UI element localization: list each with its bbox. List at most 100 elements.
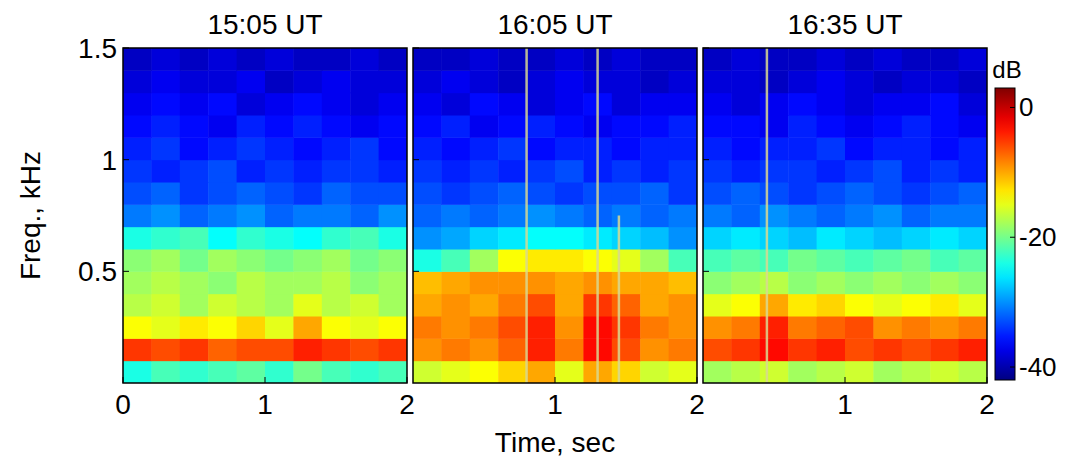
panel: 1216:35 UT: [703, 9, 995, 420]
cell: [873, 137, 902, 160]
plot-area: [123, 48, 407, 383]
cell: [237, 115, 266, 138]
cell: [760, 182, 789, 205]
cell: [151, 249, 180, 272]
cell: [845, 160, 874, 183]
cell: [788, 361, 817, 383]
cell: [731, 294, 760, 317]
cell: [208, 271, 237, 294]
cell: [237, 48, 266, 71]
cell: [180, 316, 209, 339]
cell: [413, 249, 442, 272]
cell: [350, 271, 379, 294]
x-tick-label: 2: [689, 389, 705, 420]
impulse: [525, 48, 528, 383]
cell: [350, 227, 379, 250]
cell: [379, 93, 407, 116]
cell: [293, 93, 322, 116]
cell: [760, 70, 789, 93]
cell: [640, 93, 669, 116]
cell: [498, 93, 527, 116]
cell: [350, 182, 379, 205]
cell: [731, 48, 760, 71]
colorbar-tick-label: -40: [1019, 352, 1057, 382]
cell: [760, 160, 789, 183]
cell: [180, 93, 209, 116]
cell: [470, 93, 499, 116]
cell: [845, 294, 874, 317]
cell: [760, 361, 789, 383]
cell: [788, 48, 817, 71]
cell: [265, 137, 294, 160]
cell: [265, 249, 294, 272]
cell: [669, 316, 697, 339]
cell: [265, 70, 294, 93]
cell: [322, 271, 351, 294]
panel-title: 16:35 UT: [787, 9, 902, 40]
cell: [612, 204, 641, 227]
cell: [902, 271, 931, 294]
cell: [322, 48, 351, 71]
cell: [208, 137, 237, 160]
cell: [123, 115, 152, 138]
cell: [237, 182, 266, 205]
frame: [413, 48, 697, 383]
y-tick: [123, 271, 129, 272]
cell: [123, 316, 152, 339]
cell: [441, 182, 470, 205]
cell: [379, 271, 407, 294]
cell: [322, 115, 351, 138]
cell: [703, 70, 732, 93]
cell: [731, 182, 760, 205]
cell: [731, 70, 760, 93]
cell: [817, 249, 846, 272]
cell: [731, 271, 760, 294]
cell: [441, 115, 470, 138]
cell: [612, 70, 641, 93]
cell: [902, 338, 931, 361]
cell: [413, 316, 442, 339]
cell: [930, 271, 959, 294]
cell: [817, 160, 846, 183]
cell: [470, 294, 499, 317]
cell: [612, 137, 641, 160]
cell: [470, 182, 499, 205]
cell: [845, 271, 874, 294]
cell: [265, 93, 294, 116]
cell: [441, 204, 470, 227]
cell: [350, 316, 379, 339]
cell: [123, 93, 152, 116]
cell: [817, 361, 846, 383]
cell: [237, 160, 266, 183]
cell: [123, 137, 152, 160]
cell: [441, 227, 470, 250]
cell: [788, 249, 817, 272]
panel-title: 16:05 UT: [497, 9, 612, 40]
colorbar-title: dB: [992, 56, 1021, 83]
cell: [151, 70, 180, 93]
cell: [959, 204, 987, 227]
cell: [293, 70, 322, 93]
cell: [293, 271, 322, 294]
x-tick: [845, 377, 846, 383]
cell: [527, 204, 556, 227]
cell: [760, 294, 789, 317]
cell: [293, 316, 322, 339]
cell: [413, 115, 442, 138]
cell: [612, 182, 641, 205]
y-tick: [413, 48, 419, 49]
cell: [470, 115, 499, 138]
cell: [237, 227, 266, 250]
cell: [379, 115, 407, 138]
cell: [760, 338, 789, 361]
cell: [760, 249, 789, 272]
cell: [151, 115, 180, 138]
cell: [930, 160, 959, 183]
cell: [265, 316, 294, 339]
cell: [555, 160, 584, 183]
cell: [788, 93, 817, 116]
frame: [123, 48, 407, 383]
cell: [760, 48, 789, 71]
cell: [322, 93, 351, 116]
cell: [760, 137, 789, 160]
